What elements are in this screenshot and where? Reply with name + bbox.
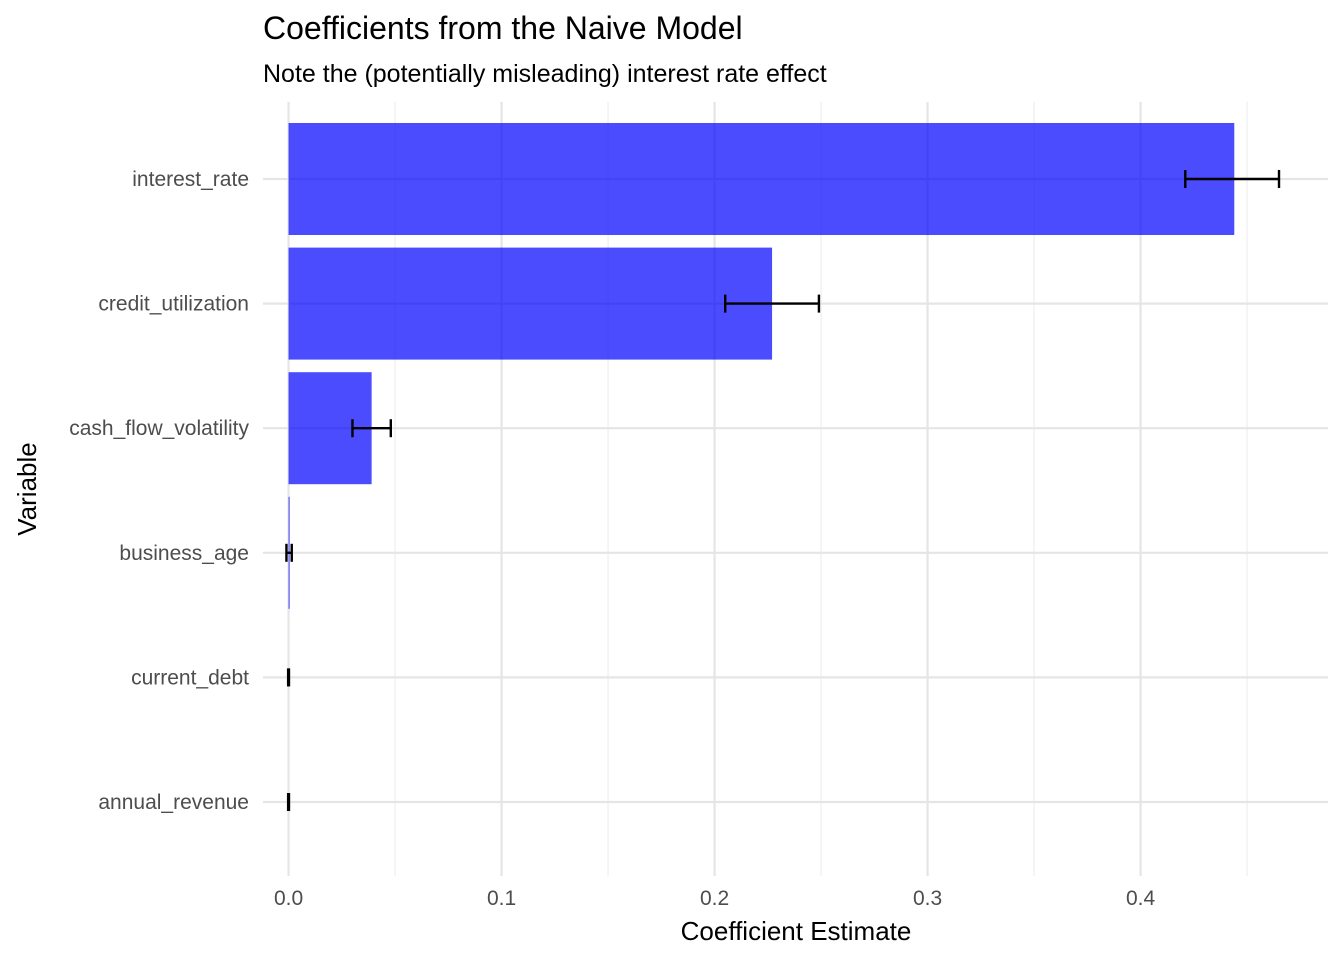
y-tick-label: interest_rate [132, 168, 249, 191]
x-axis-tick-labels: 0.0 0.1 0.2 0.3 0.4 [274, 887, 1156, 910]
x-axis-title: Coefficient Estimate [681, 916, 912, 946]
y-tick-label: credit_utilization [98, 293, 249, 316]
x-tick-label: 0.3 [913, 887, 942, 910]
y-axis-title: Variable [12, 442, 42, 535]
x-tick-label: 0.0 [274, 887, 303, 910]
y-tick-label: annual_revenue [98, 791, 249, 814]
chart-title: Coefficients from the Naive Model [263, 10, 743, 46]
x-tick-label: 0.4 [1126, 887, 1156, 910]
x-tick-label: 0.2 [700, 887, 729, 910]
x-tick-label: 0.1 [487, 887, 516, 910]
y-tick-label: cash_flow_volatility [69, 417, 249, 440]
y-tick-label: business_age [119, 542, 249, 565]
bars [288, 123, 1235, 609]
y-tick-label: current_debt [131, 666, 249, 689]
bar [288, 123, 1235, 235]
bar [288, 247, 773, 360]
chart-subtitle: Note the (potentially misleading) intere… [263, 60, 827, 88]
error-bars [285, 170, 1281, 811]
y-axis-tick-labels: interest_rate credit_utilization cash_flow… [69, 168, 249, 814]
